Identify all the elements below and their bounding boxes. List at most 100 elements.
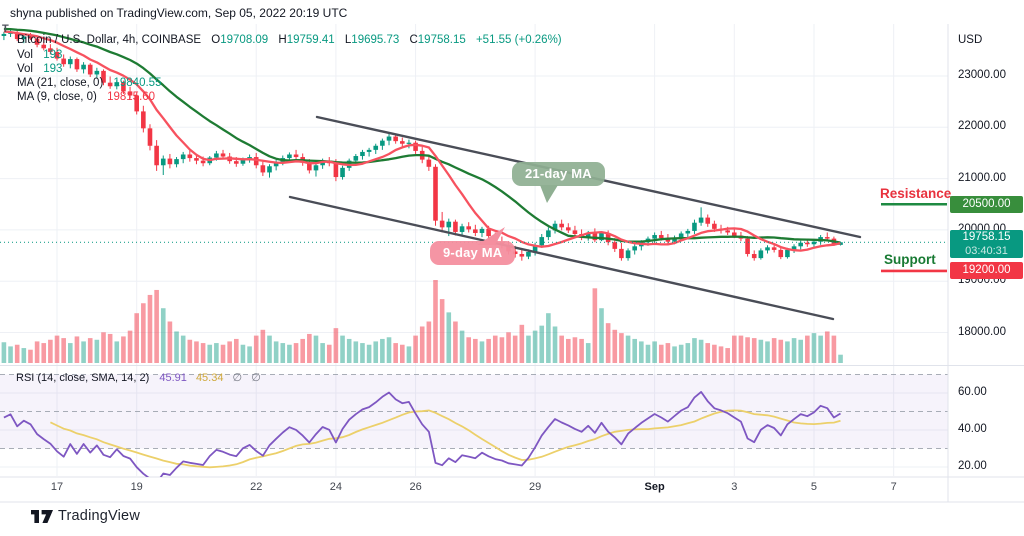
candle-body — [34, 38, 40, 45]
volume-bar — [114, 341, 120, 363]
candle-body — [745, 238, 750, 255]
candle-body — [366, 149, 372, 152]
candle-body — [393, 136, 398, 142]
candle-body — [220, 153, 226, 157]
volume-bar — [320, 343, 325, 363]
candle-body — [798, 242, 803, 247]
candle-series — [1, 29, 843, 261]
candle-body — [141, 111, 146, 129]
volume-legend-2[interactable]: Vol 193 — [17, 63, 63, 75]
candle-body — [546, 230, 551, 238]
candle-body — [785, 249, 790, 258]
volume-bar — [68, 343, 73, 363]
candle-body — [54, 51, 60, 59]
resistance-label: Resistance — [880, 186, 952, 201]
candle-body — [87, 64, 93, 75]
channel-lower[interactable] — [288, 195, 835, 321]
candle-body — [121, 82, 126, 92]
volume-bar — [678, 344, 684, 363]
candle-body — [512, 251, 518, 255]
candle-body — [486, 228, 491, 237]
volume-bar — [652, 341, 657, 363]
candle-body — [273, 162, 279, 167]
volume-bar — [712, 344, 717, 363]
rsi-axis-label: 20.00 — [958, 460, 987, 472]
time-axis[interactable]: 17 19 22 24 26 29 Sep 3 5 7 — [0, 481, 948, 499]
volume-bar — [240, 344, 246, 363]
volume-bar — [539, 325, 545, 363]
candle-body — [167, 158, 173, 165]
price-axis-unit: USD — [958, 34, 983, 46]
volume-bar — [698, 339, 704, 363]
volume-bar — [765, 341, 770, 363]
volume-bar — [479, 341, 485, 363]
candle-body — [400, 141, 405, 144]
volume-bar — [207, 344, 213, 363]
ma-lines — [3, 27, 841, 252]
symbol-legend[interactable]: Bitcoin / U.S. Dollar, 4h, COINBASE O197… — [17, 34, 562, 46]
price-axis-label: 21000.00 — [958, 171, 1006, 184]
volume-bar — [632, 338, 637, 363]
volume-bar — [791, 338, 797, 363]
volume-bar — [313, 335, 319, 363]
candle-body — [426, 159, 432, 167]
candle-body — [479, 228, 485, 233]
volume-bar — [48, 339, 53, 363]
price-axis-label: 22000.00 — [958, 120, 1006, 133]
volume-bar — [160, 308, 166, 363]
change-value: +51.55 (+0.26%) — [475, 34, 562, 46]
candle-body — [81, 64, 86, 70]
candle-body — [293, 154, 299, 158]
candle-body — [28, 36, 33, 39]
ohlc-close: C19758.15 — [409, 34, 466, 46]
volume-bar — [194, 341, 199, 363]
volume-bar — [287, 344, 292, 363]
candle-body — [74, 59, 80, 70]
candle-body — [61, 58, 66, 65]
volume-series — [1, 280, 843, 363]
ohlc-low: L19695.73 — [344, 34, 400, 46]
rsi-legend[interactable]: RSI (14, close, SMA, 14, 2) 45.91 45.34 … — [16, 371, 261, 384]
candle-body — [439, 220, 445, 228]
candle-body — [692, 222, 697, 231]
ma21-legend[interactable]: MA (21, close, 0) 19840.55 — [17, 77, 162, 89]
volume-bar — [566, 338, 571, 363]
candle-body — [147, 128, 153, 146]
ma9-legend[interactable]: MA (9, close, 0) 19815.60 — [17, 91, 156, 103]
candle-body — [466, 226, 471, 230]
candle-body — [665, 238, 671, 242]
candle-body — [778, 249, 784, 258]
volume-bar — [74, 336, 80, 363]
volume-bar — [811, 333, 817, 363]
published-by-text: shyna published on TradingView.com, Sep … — [10, 6, 348, 20]
price-axis-label: 23000.00 — [958, 69, 1006, 81]
volume-bar — [187, 339, 193, 363]
volume-bar — [101, 332, 106, 363]
volume-bar — [81, 341, 86, 363]
volume-bar — [300, 338, 305, 363]
volume-bar — [41, 343, 47, 363]
candle-body — [360, 151, 365, 157]
volume-bar — [805, 335, 810, 363]
volume-bar — [625, 335, 631, 363]
candle-body — [413, 142, 418, 151]
time-axis-label: 26 — [409, 481, 422, 493]
candle-body — [791, 246, 797, 250]
volume-bar — [147, 294, 153, 363]
volume-bar — [512, 335, 518, 363]
volume-bar — [326, 344, 332, 363]
candle-body — [732, 232, 737, 236]
candle-body — [154, 145, 159, 166]
sr-lines — [881, 202, 947, 273]
volume-bar — [214, 343, 219, 363]
volume-bar — [54, 335, 60, 363]
volume-bar — [127, 330, 133, 363]
time-axis-label: 17 — [50, 481, 64, 493]
volume-bar — [552, 326, 558, 363]
candle-body — [307, 162, 312, 171]
candle-body — [21, 36, 27, 40]
volume-legend-1[interactable]: Vol 193 — [17, 49, 63, 61]
candle-body — [94, 70, 100, 75]
candle-body — [14, 32, 20, 40]
